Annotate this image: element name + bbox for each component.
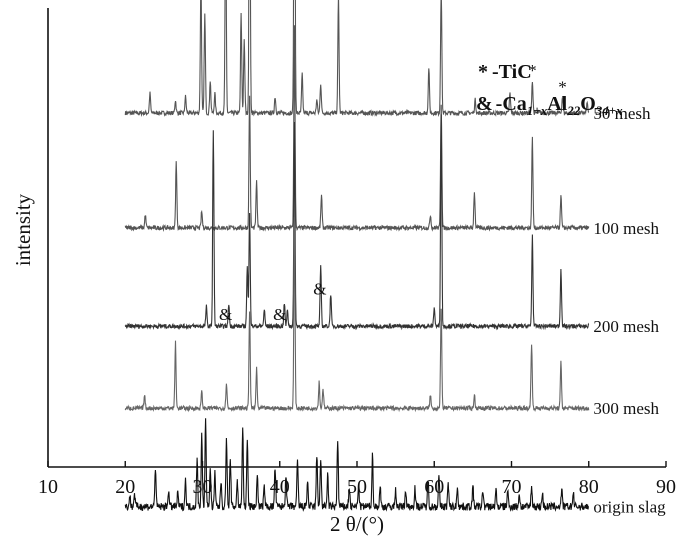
legend-label-al: Al: [547, 93, 567, 115]
x-tick-label: 80: [579, 476, 599, 498]
x-tick-label: 10: [38, 476, 58, 498]
legend-sub-3: 34+x: [595, 103, 623, 118]
x-tick-label: 90: [656, 476, 676, 498]
x-tick-label: 30: [193, 476, 213, 498]
annotation-amp: &: [219, 305, 232, 324]
series-line-200-mesh: [124, 114, 590, 331]
series-label: origin slag: [593, 498, 666, 517]
legend-label-tic: -TiC: [492, 61, 532, 83]
series-line-100-mesh: [124, 25, 590, 233]
x-ticks: 10 20 30 40 50 60 70 80 90: [38, 461, 676, 498]
annotation-layer: *****&&&: [219, 61, 567, 324]
x-tick-label: 40: [270, 476, 290, 498]
annotation-star: *: [528, 61, 537, 80]
x-tick-label: 70: [502, 476, 522, 498]
series-label: 100 mesh: [593, 219, 659, 238]
x-tick-label: 50: [347, 476, 367, 498]
series-line-origin-slag: [124, 418, 589, 512]
legend-label-o: O: [580, 93, 596, 115]
legend-marker-star: *: [478, 61, 488, 83]
legend-entry-ca-al-o: & -Ca1+xAl22O34+x: [476, 93, 623, 118]
legend-entry-tic: * -TiC: [478, 61, 532, 83]
series-layer: 50 mesh 100 mesh 200 mesh 300 mesh origin sl…: [124, 0, 666, 517]
annotation-star: *: [558, 78, 567, 97]
annotation-amp: &: [313, 279, 326, 298]
axes-layer: [47, 8, 666, 468]
legend-sub-1: 1+x: [527, 103, 548, 118]
series-label: 200 mesh: [593, 317, 659, 336]
x-tick-label: 60: [424, 476, 444, 498]
x-axis-title: 2 θ/(°): [330, 512, 384, 536]
series-line-300-mesh: [124, 217, 590, 413]
series-label: 50 mesh: [593, 104, 651, 123]
legend-marker-amp: &: [476, 93, 493, 115]
x-tick-label: 20: [115, 476, 135, 498]
series-line-50-mesh: [124, 0, 590, 118]
annotation-amp: &: [273, 305, 286, 324]
y-axis-title: intensity: [11, 193, 35, 266]
legend-sub-2: 22: [566, 103, 581, 118]
series-label: 300 mesh: [593, 399, 659, 418]
legend: * -TiC & -Ca1+xAl22O34+x: [476, 61, 623, 118]
legend-label-ca: -Ca: [496, 93, 527, 115]
